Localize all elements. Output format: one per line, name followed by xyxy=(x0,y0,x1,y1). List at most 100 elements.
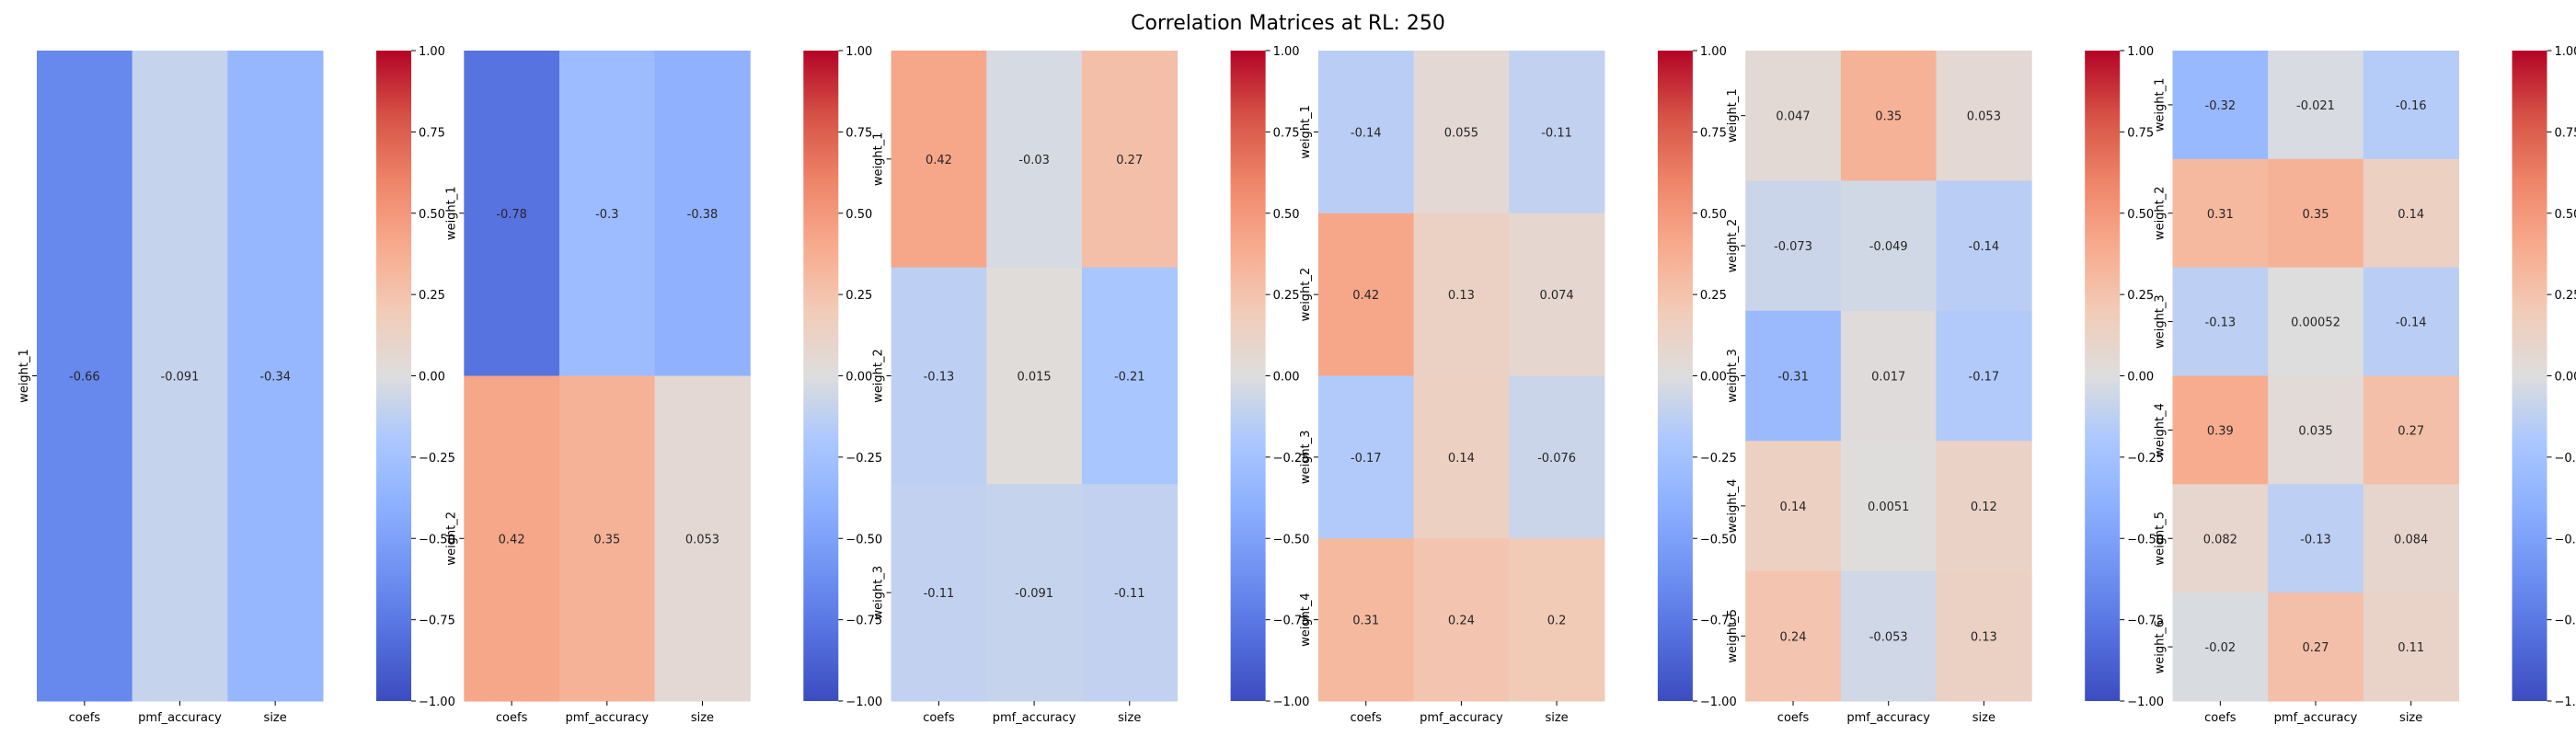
colorbar xyxy=(1230,51,1266,701)
heatmap-cell xyxy=(1840,310,1938,442)
heatmap-cell xyxy=(1745,570,1842,702)
cell-value-label: 0.14 xyxy=(1780,500,1807,514)
x-tick-label: size xyxy=(2399,711,2422,725)
y-tick-label: weight_2 xyxy=(872,349,886,403)
heatmap-cell xyxy=(2268,158,2364,269)
heatmap-cell xyxy=(1936,570,2032,702)
heatmap-cell xyxy=(1317,538,1415,702)
colorbar-tick-label: −0.25 xyxy=(845,452,882,466)
y-tick-label: weight_1 xyxy=(17,349,31,403)
x-tick-label: pmf_accuracy xyxy=(565,711,649,725)
x-tick-label: coefs xyxy=(1777,711,1810,725)
cell-value-label: -0.13 xyxy=(2300,533,2331,546)
colorbar-tick-label: −0.75 xyxy=(419,615,455,628)
cell-value-label: -0.03 xyxy=(1018,154,1050,167)
cell-value-label: 0.24 xyxy=(1448,615,1475,628)
colorbar-tick-label: 0.75 xyxy=(2127,126,2154,140)
colorbar-tick-label: 0.00 xyxy=(2127,371,2154,385)
cell-value-label: 0.27 xyxy=(2303,641,2329,655)
heatmap-cell xyxy=(2172,158,2269,269)
heatmap-cell xyxy=(1936,180,2032,312)
heatmap-cell xyxy=(2268,51,2364,160)
colorbar-tick-label: −0.50 xyxy=(2127,533,2164,546)
y-tick-label: weight_1 xyxy=(1726,88,1740,143)
heatmap-cell xyxy=(1317,213,1415,376)
x-tick-label: size xyxy=(264,711,287,725)
cell-value-label: 0.42 xyxy=(926,154,952,167)
heatmap-cell xyxy=(1840,441,1938,572)
colorbar-tick-label: −0.75 xyxy=(2555,615,2576,628)
cell-value-label: 0.35 xyxy=(1875,110,1902,124)
heatmap-cell xyxy=(558,375,656,702)
heatmap-cell xyxy=(2363,484,2459,593)
y-tick-label: weight_6 xyxy=(2154,620,2168,674)
y-tick-label: weight_4 xyxy=(1299,592,1313,647)
cell-value-label: 0.31 xyxy=(2207,208,2234,222)
cell-value-label: 0.015 xyxy=(1017,371,1051,385)
colorbar-tick-label: −0.50 xyxy=(419,533,455,546)
colorbar-tick-label: −1.00 xyxy=(845,696,882,709)
heatmap-cell xyxy=(227,51,324,702)
colorbar-tick-label: 0.25 xyxy=(1273,289,1300,303)
colorbar-tick-label: −0.75 xyxy=(845,615,882,628)
cell-value-label: 0.035 xyxy=(2298,424,2332,438)
colorbar-tick-label: −0.50 xyxy=(1273,533,1310,546)
heatmap-cell xyxy=(2268,267,2364,376)
colorbar xyxy=(2512,51,2547,701)
colorbar-tick-label: −0.75 xyxy=(2127,615,2164,628)
cell-value-label: 0.24 xyxy=(1780,630,1807,644)
colorbar-tick-label: −0.50 xyxy=(845,533,882,546)
cell-value-label: 0.12 xyxy=(1971,500,1997,514)
colorbar-tick-label: −0.25 xyxy=(1273,452,1310,466)
heatmap-cell xyxy=(1413,538,1510,702)
y-tick-label: weight_1 xyxy=(444,186,458,240)
cell-value-label: -0.34 xyxy=(259,371,291,385)
x-tick-label: size xyxy=(691,711,714,725)
colorbar-tick-label: −1.00 xyxy=(1700,696,1737,709)
cell-value-label: -0.02 xyxy=(2205,641,2237,655)
heatmap-cell xyxy=(2172,592,2269,702)
cell-value-label: 0.00052 xyxy=(2291,316,2340,330)
cell-value-label: -0.11 xyxy=(1114,587,1145,601)
cell-value-label: -0.049 xyxy=(1869,240,1908,254)
colorbar-tick-label: −1.00 xyxy=(1273,696,1310,709)
cell-value-label: -0.38 xyxy=(687,208,719,222)
colorbar-tick-label: 1.00 xyxy=(2127,45,2154,59)
heatmap-cell xyxy=(1936,441,2032,572)
colorbar-tick-label: 0.00 xyxy=(419,371,445,385)
colorbar-tick-label: 1.00 xyxy=(845,45,872,59)
colorbar-tick-label: 1.00 xyxy=(1700,45,1727,59)
heatmap-cell xyxy=(2363,158,2459,269)
cell-value-label: -0.091 xyxy=(161,371,200,385)
cell-value-label: 0.053 xyxy=(685,533,719,546)
cell-value-label: -0.076 xyxy=(1537,452,1576,466)
cell-value-label: -0.14 xyxy=(1969,240,2000,254)
heatmap-cell xyxy=(2268,484,2364,593)
cell-value-label: -0.21 xyxy=(1114,371,1145,385)
cell-value-label: 0.2 xyxy=(1547,615,1567,628)
x-tick-label: coefs xyxy=(496,711,528,725)
colorbar-tick-label: 0.25 xyxy=(2555,289,2576,303)
cell-value-label: 0.31 xyxy=(1352,615,1379,628)
heatmap-cell xyxy=(132,51,228,702)
x-tick-label: size xyxy=(1118,711,1141,725)
cell-value-label: 0.35 xyxy=(2303,208,2329,222)
x-tick-label: pmf_accuracy xyxy=(138,711,222,725)
x-tick-label: coefs xyxy=(2204,711,2237,725)
y-tick-label: weight_3 xyxy=(1299,431,1313,485)
colorbar-tick-label: 0.75 xyxy=(2555,126,2576,140)
x-tick-label: coefs xyxy=(1351,711,1383,725)
colorbar xyxy=(803,51,839,701)
cell-value-label: 0.055 xyxy=(1444,126,1478,140)
cell-value-label: 0.35 xyxy=(593,533,620,546)
colorbar-tick-label: 0.50 xyxy=(2555,208,2576,222)
heatmap-cell xyxy=(1840,570,1938,702)
heatmap-cell xyxy=(1413,213,1510,376)
cell-value-label: -0.16 xyxy=(2396,99,2427,113)
heatmap-cell xyxy=(1081,484,1179,702)
cell-value-label: -0.3 xyxy=(595,208,618,222)
colorbar-tick-label: 0.75 xyxy=(1273,126,1300,140)
y-tick-label: weight_2 xyxy=(444,512,458,566)
colorbar-tick-label: 1.00 xyxy=(419,45,445,59)
heatmap-cell xyxy=(891,51,987,269)
